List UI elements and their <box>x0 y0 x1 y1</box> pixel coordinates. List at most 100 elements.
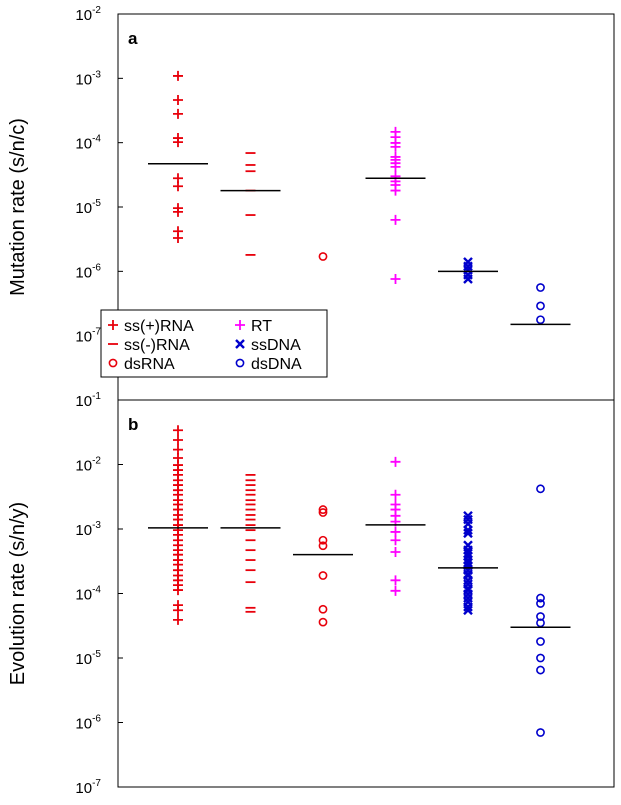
y-tick-base: 10 <box>75 458 92 475</box>
data-point <box>536 665 545 675</box>
data-point <box>173 108 183 119</box>
data-point <box>318 535 328 545</box>
y-tick-exponent: -2 <box>92 5 101 16</box>
legend-label: ssDNA <box>251 337 301 354</box>
data-point <box>463 525 473 535</box>
y-tick-exponent: -3 <box>92 520 101 531</box>
data-point <box>390 546 401 557</box>
data-point <box>536 484 545 494</box>
y-tick-base: 10 <box>75 71 92 88</box>
y-axis-label: Evolution rate (s/n/y) <box>7 502 29 685</box>
y-tick-label: 10-5 <box>75 198 101 217</box>
legend-label: dsRNA <box>124 356 175 373</box>
data-point <box>463 602 473 612</box>
data-point <box>173 425 183 436</box>
y-tick-label: 10-2 <box>75 456 101 475</box>
data-point <box>463 528 473 539</box>
data-point <box>390 214 401 225</box>
data-point <box>173 70 183 81</box>
data-point <box>390 585 401 596</box>
data-point <box>536 728 545 737</box>
panel-label: b <box>128 415 138 434</box>
y-tick-base: 10 <box>75 264 92 281</box>
data-point <box>536 283 545 292</box>
data-point <box>390 575 401 586</box>
y-tick-base: 10 <box>75 716 92 733</box>
y-tick-exponent: -7 <box>92 327 101 338</box>
y-tick-exponent: -4 <box>92 585 101 596</box>
legend-marker <box>235 339 245 349</box>
data-point <box>536 599 545 608</box>
data-point <box>318 571 328 580</box>
data-point <box>318 505 328 514</box>
data-point <box>463 605 473 616</box>
legend-marker <box>235 320 245 330</box>
data-point <box>173 137 183 148</box>
legend-label: dsDNA <box>251 356 302 373</box>
y-tick-label: 10-7 <box>75 778 101 797</box>
legend-marker <box>235 358 245 368</box>
legend-label: ss(-)RNA <box>124 337 190 354</box>
data-point <box>390 489 401 500</box>
data-point <box>536 637 545 646</box>
data-point <box>318 617 328 627</box>
data-point <box>173 181 183 192</box>
data-point <box>173 95 183 106</box>
y-tick-exponent: -6 <box>92 262 101 273</box>
y-tick-label: 10-3 <box>75 69 101 88</box>
data-point <box>463 557 473 568</box>
legend-box <box>100 309 328 378</box>
y-tick-base: 10 <box>75 329 92 346</box>
data-point <box>318 541 328 551</box>
data-point <box>390 456 401 467</box>
panel-label: a <box>128 29 138 48</box>
data-point <box>173 444 183 455</box>
y-tick-label: 10-2 <box>75 5 101 24</box>
y-tick-exponent: -1 <box>92 391 101 402</box>
y-tick-label: 10-4 <box>75 585 101 604</box>
data-point <box>390 185 401 196</box>
y-tick-exponent: -2 <box>92 456 101 467</box>
y-tick-exponent: -3 <box>92 69 101 80</box>
y-tick-exponent: -4 <box>92 134 101 145</box>
y-tick-base: 10 <box>75 393 92 410</box>
legend-label: ss(+)RNA <box>124 318 194 335</box>
data-point <box>390 141 401 152</box>
y-tick-label: 10-5 <box>75 649 101 668</box>
data-point <box>390 535 401 546</box>
legend-marker <box>108 358 118 368</box>
data-point <box>318 252 328 261</box>
legend-label: RT <box>251 318 272 335</box>
data-point <box>536 593 545 603</box>
data-point <box>173 585 183 596</box>
y-tick-base: 10 <box>75 200 92 217</box>
data-point <box>173 206 183 217</box>
y-tick-base: 10 <box>75 651 92 668</box>
y-axis-label: Mutation rate (s/n/c) <box>7 118 29 296</box>
y-tick-base: 10 <box>75 522 92 539</box>
data-point <box>536 301 545 311</box>
y-tick-label: 10-7 <box>75 327 101 346</box>
y-tick-base: 10 <box>75 587 92 604</box>
y-tick-base: 10 <box>75 136 92 153</box>
data-point <box>536 315 545 325</box>
y-tick-label: 10-4 <box>75 134 101 153</box>
y-tick-base: 10 <box>75 780 92 797</box>
data-point <box>390 161 401 172</box>
y-tick-exponent: -5 <box>92 649 101 660</box>
y-tick-exponent: -5 <box>92 198 101 209</box>
y-tick-base: 10 <box>75 7 92 24</box>
data-point <box>318 508 328 517</box>
data-point <box>463 274 473 284</box>
data-point <box>173 605 183 616</box>
legend-marker <box>108 320 118 330</box>
data-point <box>318 604 328 614</box>
y-tick-label: 10-1 <box>75 391 101 410</box>
y-tick-exponent: -6 <box>92 714 101 725</box>
y-tick-exponent: -7 <box>92 778 101 789</box>
data-point <box>536 653 545 663</box>
data-point <box>173 232 183 243</box>
data-point <box>173 614 183 625</box>
